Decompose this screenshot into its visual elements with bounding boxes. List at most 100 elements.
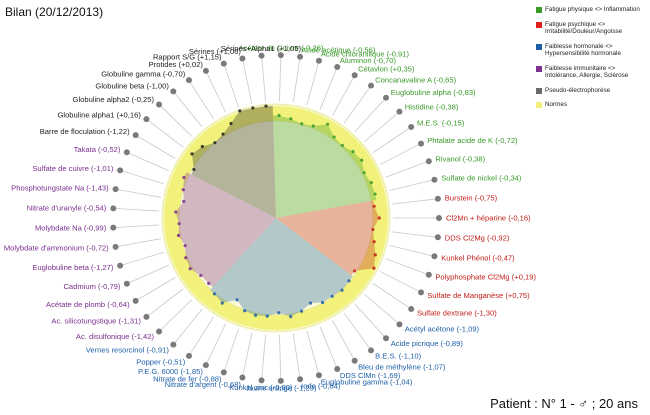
axis-line: [306, 63, 319, 106]
axis-dot: [258, 377, 265, 384]
axis-line: [206, 323, 227, 363]
legend-item: Fatigue physique <> Inflammation: [536, 6, 648, 14]
axis-label: Kunkel zinc (-0,80): [229, 383, 293, 392]
data-point: [229, 121, 233, 126]
data-point: [200, 144, 204, 149]
axis-line: [372, 128, 409, 153]
data-point: [182, 199, 186, 204]
axis-dot: [351, 72, 358, 79]
axis-line: [116, 208, 160, 212]
data-point: [213, 141, 217, 145]
legend-item: Pseudo-électrophorèse: [536, 87, 648, 95]
legend-item: Faiblesse immunitaire <> Intolérance, All…: [536, 65, 648, 80]
axis-dot: [297, 53, 304, 60]
axis-dot: [434, 195, 441, 202]
data-point: [308, 301, 313, 305]
axis-dot: [436, 215, 442, 221]
axis-line: [279, 58, 282, 102]
axis-line: [389, 180, 432, 191]
axis-line: [389, 245, 432, 256]
axis-dot: [239, 374, 246, 381]
data-point: [372, 240, 376, 244]
axis-line: [148, 120, 184, 148]
data-point: [181, 188, 185, 192]
data-point: [264, 104, 268, 108]
axis-dot: [425, 158, 432, 165]
axis-dot: [132, 297, 139, 304]
axis-line: [174, 308, 203, 343]
axis-label: Molybdate d'ammonium (-0,72): [4, 244, 109, 253]
data-point: [265, 314, 269, 318]
data-point: [277, 113, 281, 118]
axis-line: [343, 312, 370, 349]
axis-line: [379, 271, 419, 292]
axis-line: [261, 334, 267, 378]
axis-label: Kunkel Phénol (-0,47): [441, 253, 515, 262]
data-point: [299, 309, 304, 313]
axis-label: Sulfate de cuivre (-1,01): [32, 164, 114, 173]
axis-label: Jaune orange (-1,29): [246, 383, 317, 392]
axis-dot: [431, 176, 438, 183]
axis-label: Acétate de Cuivre (-0,26): [239, 44, 324, 53]
data-point: [174, 210, 178, 214]
axis-dot: [123, 280, 130, 287]
axis-dot: [156, 101, 163, 108]
axis-label: M.E.S. (-0,15): [417, 119, 465, 128]
data-point: [207, 281, 211, 285]
axis-dot: [434, 234, 441, 241]
legend-label: Hypersensibilité hormonale: [545, 50, 621, 57]
axis-label: Phtalate acide de K (-0,72): [427, 136, 518, 145]
data-point: [347, 279, 351, 283]
axis-line: [190, 316, 214, 354]
axis-dot: [315, 372, 322, 379]
axis-dot: [132, 132, 139, 139]
axis-line: [354, 99, 385, 132]
axis-dot: [277, 377, 284, 384]
axis-label: Sérines+Alpha1 (+1,05): [221, 44, 302, 53]
axis-label: DDS ClMn (-1,69): [340, 371, 401, 380]
data-point: [243, 309, 247, 313]
axis-label: Sulfate de Manganèse (+0,75): [427, 291, 530, 300]
axis-line: [385, 258, 427, 275]
data-point: [192, 167, 196, 172]
axis-dot: [156, 328, 163, 335]
axis-dot: [334, 366, 341, 373]
axis-label: Popper (-0,51): [136, 357, 185, 366]
axis-line: [292, 333, 301, 377]
data-point: [176, 233, 181, 238]
axis-dot: [418, 289, 425, 296]
axis-label: Concanavaline A (-0,65): [375, 75, 457, 84]
axis-dot: [418, 140, 425, 147]
axis-label: Sérines (+1,06): [189, 47, 242, 56]
data-point: [377, 216, 381, 220]
axis-label: DDS Cl2Mg (-0,92): [445, 234, 510, 243]
chart-title: Bilan (20/12/2013): [5, 5, 104, 19]
axis-dot: [383, 335, 390, 342]
axis-label: P.E.G. 6000 (-1,85): [138, 367, 203, 376]
axis-line: [224, 328, 239, 370]
axis-line: [261, 58, 267, 102]
axis-label: Bleu de méthylène (-1,07): [358, 362, 446, 371]
axis-label: Vernes resorcinol (-0,91): [86, 346, 170, 355]
axis-line: [372, 283, 409, 308]
axis-label: Acide chloranilique (-0,91): [321, 50, 410, 59]
axis-label: Cl2Mn + héparine (-0,16): [446, 214, 531, 223]
axis-line: [116, 224, 160, 228]
axis-line: [279, 334, 282, 378]
axis-label: Sulfate de nickel (-0,34): [441, 174, 522, 183]
axis-line: [392, 198, 435, 205]
data-point: [199, 273, 203, 278]
axis-label: Euglobuline gamma (-1,04): [321, 377, 413, 386]
legend-label: Intolérance, Allergie, Sclérose: [545, 72, 629, 79]
axis-label: Histidine (-0,38): [405, 103, 459, 112]
axis-line: [319, 326, 337, 367]
axis-dot: [123, 149, 130, 156]
data-point: [251, 106, 255, 110]
axis-line: [332, 77, 354, 116]
axis-label: Takata (-0,52): [74, 145, 121, 154]
axis-line: [385, 161, 427, 178]
axis-label: Acide picrique (-0,89): [391, 339, 464, 348]
series-area: [191, 105, 276, 218]
patient-info: Patient : N° 1 - ♂ ; 20 ans: [490, 396, 638, 411]
axis-line: [122, 170, 165, 185]
